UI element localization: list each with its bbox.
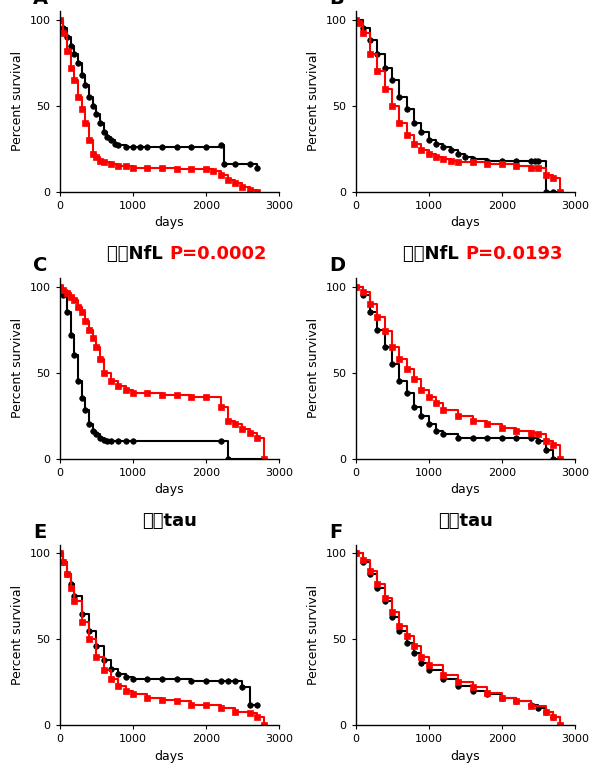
Text: 血液NfL: 血液NfL [107,245,169,263]
Y-axis label: Percent survival: Percent survival [11,318,24,418]
Text: 髓液NfL: 髓液NfL [403,245,465,263]
X-axis label: days: days [451,483,480,496]
X-axis label: days: days [155,216,184,229]
Text: C: C [34,256,48,276]
Y-axis label: Percent survival: Percent survival [307,318,320,418]
X-axis label: days: days [155,750,184,763]
Text: 髓液tau: 髓液tau [438,512,493,530]
X-axis label: days: days [155,483,184,496]
Text: 血液tau: 血液tau [142,512,197,530]
Y-axis label: Percent survival: Percent survival [307,51,320,152]
Y-axis label: Percent survival: Percent survival [11,585,24,685]
Text: A: A [34,0,49,9]
Text: D: D [329,256,346,276]
Text: P=0.0002: P=0.0002 [169,245,267,263]
X-axis label: days: days [451,216,480,229]
Text: B: B [329,0,344,9]
Text: P=0.0193: P=0.0193 [465,245,563,263]
Y-axis label: Percent survival: Percent survival [11,51,24,152]
X-axis label: days: days [451,750,480,763]
Text: E: E [34,523,47,542]
Text: F: F [329,523,343,542]
Y-axis label: Percent survival: Percent survival [307,585,320,685]
